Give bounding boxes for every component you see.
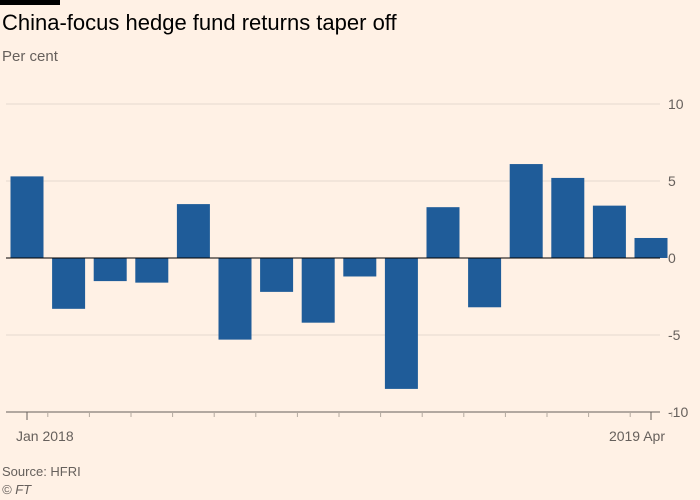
bar-feb-2019 xyxy=(551,177,585,258)
y-tick-label: -10 xyxy=(668,404,688,420)
y-tick-label: 10 xyxy=(668,96,684,112)
bar-apr-2019 xyxy=(634,237,668,258)
ft-credit: © FT xyxy=(2,482,32,497)
bar-sep-2018 xyxy=(343,258,377,277)
bar-mar-2019 xyxy=(592,205,626,258)
bar-aug-2018 xyxy=(301,258,335,323)
bar-jul-2018 xyxy=(260,258,294,292)
bar-chart: 10 5 0 -5 -10 Jan 2018 2019 Apr xyxy=(6,96,688,444)
bar-jan-2018 xyxy=(10,176,44,258)
bar-feb-2018 xyxy=(52,258,86,309)
y-tick-label: 0 xyxy=(668,250,676,266)
bar-jan-2019 xyxy=(509,164,543,258)
bar-may-2018 xyxy=(176,204,210,258)
chart-title: China-focus hedge fund returns taper off xyxy=(2,10,397,35)
y-tick-label: 5 xyxy=(668,173,676,189)
bar-jun-2018 xyxy=(218,258,252,340)
chart-subtitle: Per cent xyxy=(2,48,58,65)
bar-dec-2018 xyxy=(468,258,502,308)
source-note: Source: HFRI xyxy=(2,464,81,479)
bar-oct-2018 xyxy=(384,258,418,389)
y-tick-label: -5 xyxy=(668,327,681,343)
bar-mar-2018 xyxy=(93,258,127,282)
top-rule xyxy=(0,0,60,5)
x-tick-label-last: 2019 Apr xyxy=(609,428,665,444)
bar-apr-2018 xyxy=(135,258,169,283)
x-tick-label-first: Jan 2018 xyxy=(16,428,74,444)
bar-nov-2018 xyxy=(426,207,460,258)
